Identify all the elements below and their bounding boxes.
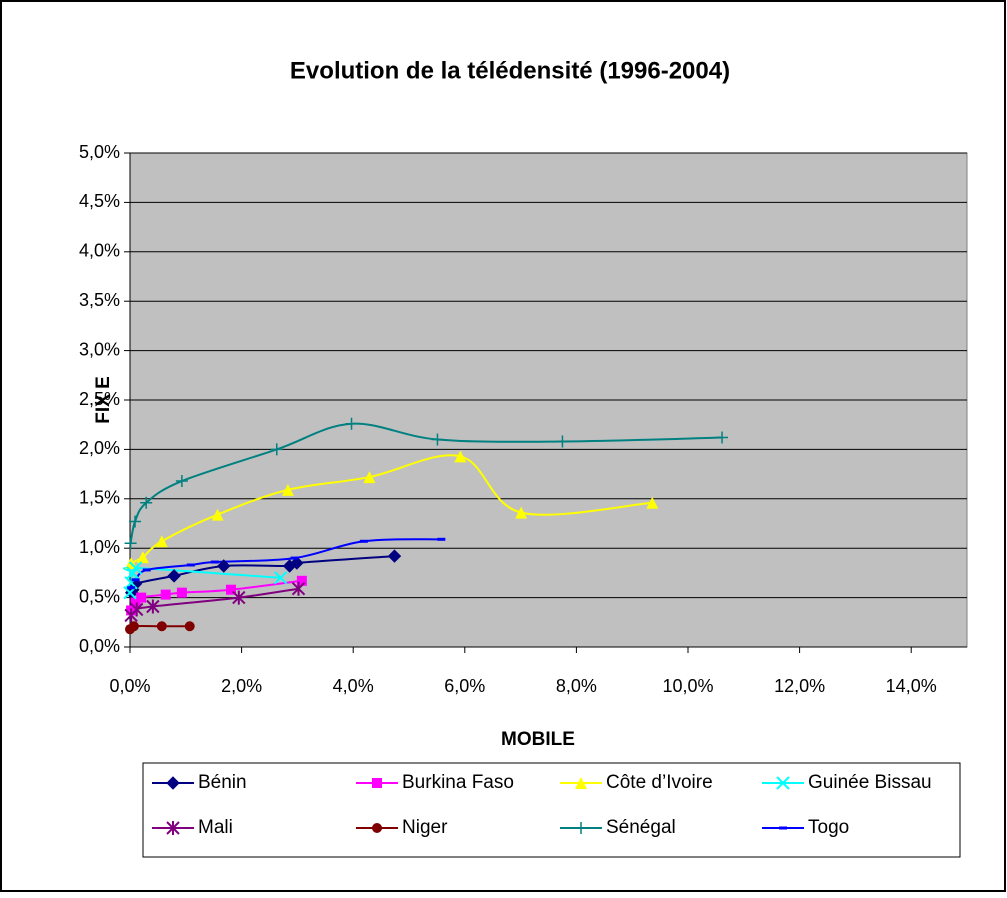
x-tick-label: 12,0% — [774, 676, 825, 696]
legend-box — [142, 762, 961, 858]
marker — [363, 471, 376, 484]
marker — [387, 549, 402, 563]
marker — [186, 563, 195, 567]
marker — [290, 556, 304, 570]
marker — [167, 569, 181, 583]
legend-label: Bénin — [198, 772, 247, 793]
series-line — [130, 454, 653, 564]
marker — [454, 450, 467, 463]
marker — [129, 515, 142, 528]
marker — [127, 586, 136, 590]
marker — [345, 417, 358, 430]
marker — [140, 496, 153, 509]
marker — [142, 568, 151, 572]
marker — [372, 823, 382, 833]
marker — [296, 575, 307, 586]
legend-label: Mali — [198, 817, 233, 838]
marker — [575, 777, 587, 789]
marker — [184, 621, 195, 632]
legend-label: Guinée Bissau — [808, 772, 932, 793]
y-tick-label: 3,0% — [79, 339, 120, 359]
y-tick-label: 3,5% — [79, 290, 120, 310]
legend-label: Niger — [402, 817, 448, 838]
marker — [575, 822, 587, 834]
marker — [211, 508, 224, 521]
y-tick-label: 4,0% — [79, 241, 120, 261]
marker — [281, 483, 294, 496]
x-tick-label: 10,0% — [662, 676, 713, 696]
marker — [124, 537, 137, 550]
legend-label: Burkina Faso — [402, 772, 514, 793]
y-tick-label: 5,0% — [79, 142, 120, 162]
marker — [225, 584, 236, 595]
marker — [556, 435, 569, 448]
marker — [175, 475, 188, 488]
marker — [359, 539, 368, 543]
y-tick-label: 2,0% — [79, 438, 120, 458]
marker — [776, 776, 790, 790]
legend-label: Togo — [808, 817, 849, 838]
marker — [372, 778, 382, 788]
marker — [156, 621, 167, 632]
y-tick-label: 2,5% — [79, 389, 120, 409]
x-tick-label: 6,0% — [444, 676, 485, 696]
marker — [146, 599, 160, 614]
x-tick-label: 2,0% — [221, 676, 262, 696]
marker — [291, 581, 306, 596]
marker — [136, 592, 147, 603]
y-tick-label: 1,0% — [79, 537, 120, 557]
marker — [131, 578, 140, 582]
marker — [270, 443, 283, 456]
marker — [210, 560, 219, 564]
marker — [166, 821, 180, 835]
x-tick-label: 4,0% — [333, 676, 374, 696]
marker — [646, 496, 659, 509]
marker — [130, 597, 141, 608]
marker — [217, 559, 231, 573]
marker — [290, 556, 299, 560]
x-tick-label: 14,0% — [886, 676, 937, 696]
marker — [136, 551, 149, 564]
marker — [166, 776, 180, 790]
marker — [779, 826, 787, 830]
marker — [716, 431, 729, 444]
marker — [155, 535, 168, 548]
y-tick-label: 0,5% — [79, 586, 120, 606]
chart-title: Evolution de la télédensité (1996-2004) — [290, 57, 730, 84]
marker — [128, 621, 139, 632]
legend-label: Sénégal — [606, 817, 676, 838]
marker — [129, 602, 144, 617]
x-axis-label: MOBILE — [501, 729, 575, 750]
marker — [515, 506, 528, 519]
marker — [160, 589, 171, 600]
y-tick-label: 0,0% — [79, 636, 120, 656]
x-tick-label: 0,0% — [109, 676, 150, 696]
y-tick-label: 1,5% — [79, 488, 120, 508]
marker — [431, 433, 444, 446]
x-tick-label: 8,0% — [556, 676, 597, 696]
y-axis-label: FIX E — [93, 376, 114, 424]
marker — [176, 587, 187, 598]
marker — [437, 537, 446, 541]
marker — [232, 590, 246, 605]
marker — [273, 571, 288, 585]
y-tick-label: 4,5% — [79, 191, 120, 211]
marker — [128, 561, 143, 575]
legend-label: Côte d’Ivoire — [606, 772, 713, 793]
